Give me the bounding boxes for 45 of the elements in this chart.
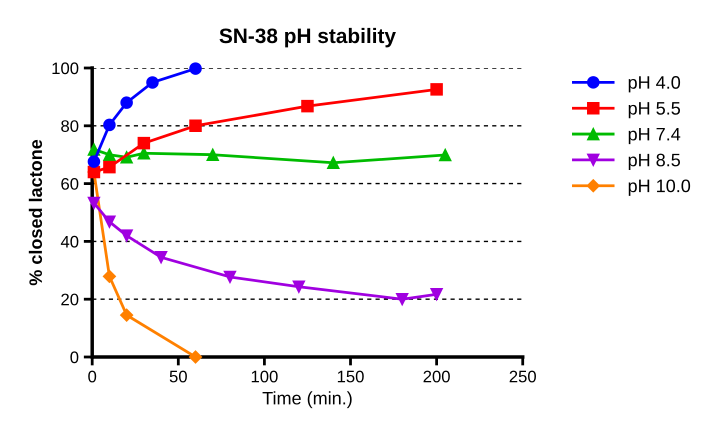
point — [396, 292, 408, 306]
x-tick-label: 150 — [338, 370, 364, 382]
point — [88, 155, 100, 168]
point — [103, 148, 116, 161]
x-tick-label: 0 — [88, 370, 96, 382]
point — [224, 270, 236, 284]
legend-label: pH 4.0 — [628, 76, 680, 92]
point — [146, 76, 159, 89]
point — [120, 229, 133, 242]
y-axis-title: % closed lactone — [28, 140, 42, 286]
legend-label: pH 8.5 — [628, 154, 680, 170]
point — [138, 136, 150, 150]
point — [292, 280, 306, 294]
point — [430, 288, 443, 301]
x-tick-label: 250 — [510, 370, 536, 382]
point — [88, 196, 100, 210]
y-tick-label: 60 — [61, 178, 78, 190]
legend-label: pH 7.4 — [628, 128, 680, 144]
point — [438, 148, 452, 162]
point — [430, 83, 443, 96]
point — [102, 270, 116, 283]
point — [103, 118, 116, 132]
point — [120, 96, 133, 109]
legend-label: pH 5.5 — [628, 102, 680, 118]
chart-title: SN-38 pH stability — [220, 28, 396, 48]
x-tick-label: 50 — [170, 370, 187, 382]
point — [188, 350, 202, 364]
point — [189, 62, 202, 75]
y-tick-label: 0 — [70, 351, 78, 364]
point — [206, 148, 219, 161]
y-tick-label: 100 — [52, 62, 78, 74]
point — [189, 120, 202, 132]
point — [154, 251, 168, 264]
point — [103, 160, 116, 174]
y-tick-label: 40 — [60, 236, 78, 248]
x-tick-label: 200 — [424, 370, 450, 382]
y-tick-label: 20 — [61, 294, 78, 306]
legend-label: pH 10.0 — [628, 179, 690, 196]
point — [301, 100, 314, 112]
point — [103, 216, 116, 228]
point — [327, 156, 340, 170]
y-tick-label: 80 — [61, 120, 78, 132]
point — [120, 308, 134, 322]
x-tick-label: 100 — [252, 370, 278, 382]
x-axis-title: Time (min.) — [262, 391, 352, 408]
